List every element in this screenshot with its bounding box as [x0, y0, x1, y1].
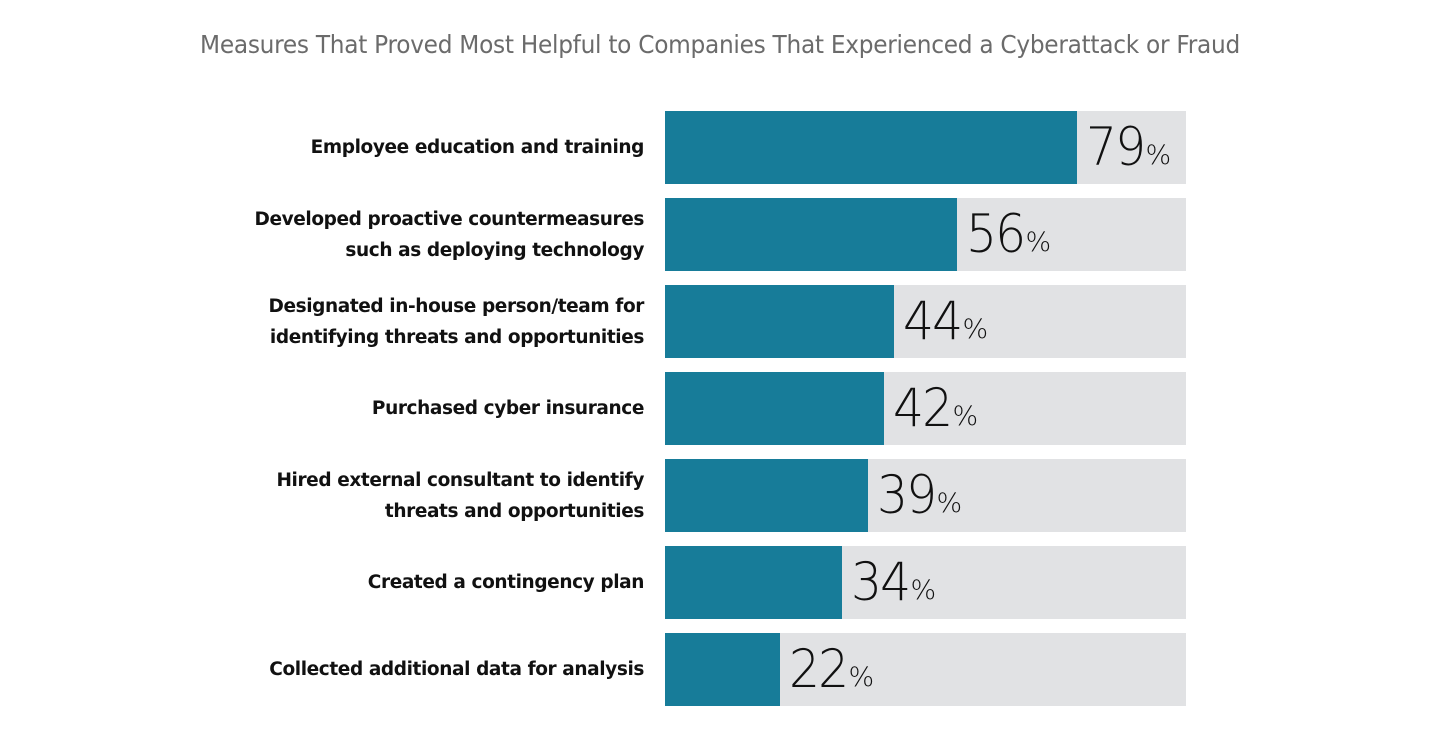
category-label: Employee education and training: [310, 137, 645, 158]
data-label: 42%: [893, 372, 978, 445]
bar-track: 79%: [665, 111, 1186, 184]
data-label: 56%: [966, 198, 1051, 271]
data-label-value: 42: [893, 378, 953, 439]
bar: [665, 372, 884, 445]
bar-track: 39%: [665, 459, 1186, 532]
data-label-value: 39: [877, 465, 937, 526]
bar-track: 34%: [665, 546, 1186, 619]
chart-title: Measures That Proved Most Helpful to Com…: [200, 30, 1240, 59]
bar: [665, 285, 894, 358]
category-label: Created a contingency plan: [367, 572, 645, 593]
data-label: 44%: [903, 285, 988, 358]
data-label-value: 22: [789, 639, 849, 700]
data-label: 79%: [1086, 111, 1171, 184]
bar-track: 42%: [665, 372, 1186, 445]
bar-track: 22%: [665, 633, 1186, 706]
data-label-value: 44: [903, 291, 963, 352]
bar: [665, 633, 780, 706]
category-label: Purchased cyber insurance: [371, 398, 644, 419]
data-label-percent-sign: %: [952, 401, 979, 432]
bar: [665, 111, 1077, 184]
category-label: Developed proactive countermeasures such…: [254, 208, 645, 261]
data-label: 39%: [877, 459, 962, 532]
bar-row: Employee education and training 79%: [0, 111, 1440, 184]
bar-track: 44%: [665, 285, 1186, 358]
category-label: Collected additional data for analysis: [269, 659, 644, 680]
data-label-value: 79: [1086, 117, 1146, 178]
category-label: Hired external consultant to identify th…: [276, 469, 644, 522]
data-label-percent-sign: %: [962, 314, 989, 345]
bar-track: 56%: [665, 198, 1186, 271]
bar-row: Collected additional data for analysis 22…: [0, 633, 1440, 706]
bar-row: Purchased cyber insurance 42%: [0, 372, 1440, 445]
data-label-percent-sign: %: [910, 575, 937, 606]
data-label-value: 34: [851, 552, 911, 613]
data-label-percent-sign: %: [1025, 227, 1052, 258]
data-label-value: 56: [966, 204, 1026, 265]
data-label-percent-sign: %: [848, 662, 875, 693]
bar: [665, 546, 842, 619]
bar-row: Hired external consultant to identify th…: [0, 459, 1440, 532]
bar: [665, 459, 868, 532]
bar-row: Developed proactive countermeasures such…: [0, 198, 1440, 271]
bar-row: Created a contingency plan 34%: [0, 546, 1440, 619]
bar: [665, 198, 957, 271]
data-label: 34%: [851, 546, 936, 619]
data-label: 22%: [789, 633, 874, 706]
category-label: Designated in-house person/team for iden…: [268, 295, 644, 348]
data-label-percent-sign: %: [936, 488, 963, 519]
bar-row: Designated in-house person/team for iden…: [0, 285, 1440, 358]
data-label-percent-sign: %: [1145, 140, 1172, 171]
